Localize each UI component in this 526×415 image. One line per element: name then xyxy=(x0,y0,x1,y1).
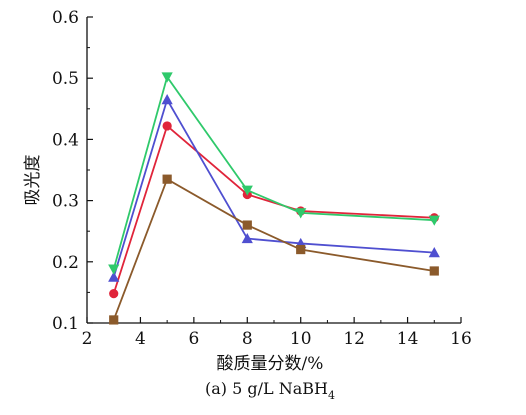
x-axis-title: 酸质量分数/% xyxy=(217,354,324,374)
data-point xyxy=(428,215,440,226)
x-tick-label: 12 xyxy=(343,329,365,349)
series-3 xyxy=(108,72,440,275)
data-point xyxy=(109,315,119,325)
data-point xyxy=(295,208,307,219)
axes: 2 4 6 8 10 12 14 16 0.1 0.2 0.3 0.4 0.5 0.6 xyxy=(52,8,472,349)
data-point xyxy=(428,247,440,258)
y-tick-label: 0.2 xyxy=(52,253,79,273)
caption-text: (a) 5 g/L NaBH xyxy=(205,379,328,398)
x-tick-label: 6 xyxy=(188,329,199,349)
series-2 xyxy=(108,94,440,282)
x-tick-label: 2 xyxy=(82,329,93,349)
series-1 xyxy=(109,121,439,299)
y-tick-label: 0.3 xyxy=(52,192,79,212)
data-point xyxy=(429,266,439,276)
series-layer xyxy=(108,72,440,325)
series-4 xyxy=(109,174,439,325)
chart-caption: (a) 5 g/L NaBH4 xyxy=(205,379,335,402)
x-tick-label: 14 xyxy=(397,329,419,349)
y-axis-title: 吸光度 xyxy=(23,155,43,206)
data-point xyxy=(108,271,120,282)
data-point xyxy=(108,264,120,275)
series-line xyxy=(112,124,435,294)
y-tick-label: 0.1 xyxy=(52,314,79,334)
x-tick-label: 8 xyxy=(242,329,253,349)
y-tick-label: 0.5 xyxy=(52,69,79,89)
data-point xyxy=(109,289,119,299)
data-point xyxy=(162,174,172,184)
data-point xyxy=(242,220,252,230)
x-tick-label: 10 xyxy=(290,329,312,349)
x-tick-label: 16 xyxy=(450,329,472,349)
data-point xyxy=(296,244,306,255)
data-point xyxy=(241,185,253,196)
data-point xyxy=(162,121,172,131)
y-tick-label: 0.4 xyxy=(52,130,79,150)
data-point xyxy=(161,94,173,105)
data-point xyxy=(161,72,173,83)
x-tick-label: 4 xyxy=(135,329,146,349)
y-tick-label: 0.6 xyxy=(52,8,79,28)
data-point xyxy=(241,232,253,244)
series-line xyxy=(112,97,435,278)
caption-subscript: 4 xyxy=(328,389,335,402)
